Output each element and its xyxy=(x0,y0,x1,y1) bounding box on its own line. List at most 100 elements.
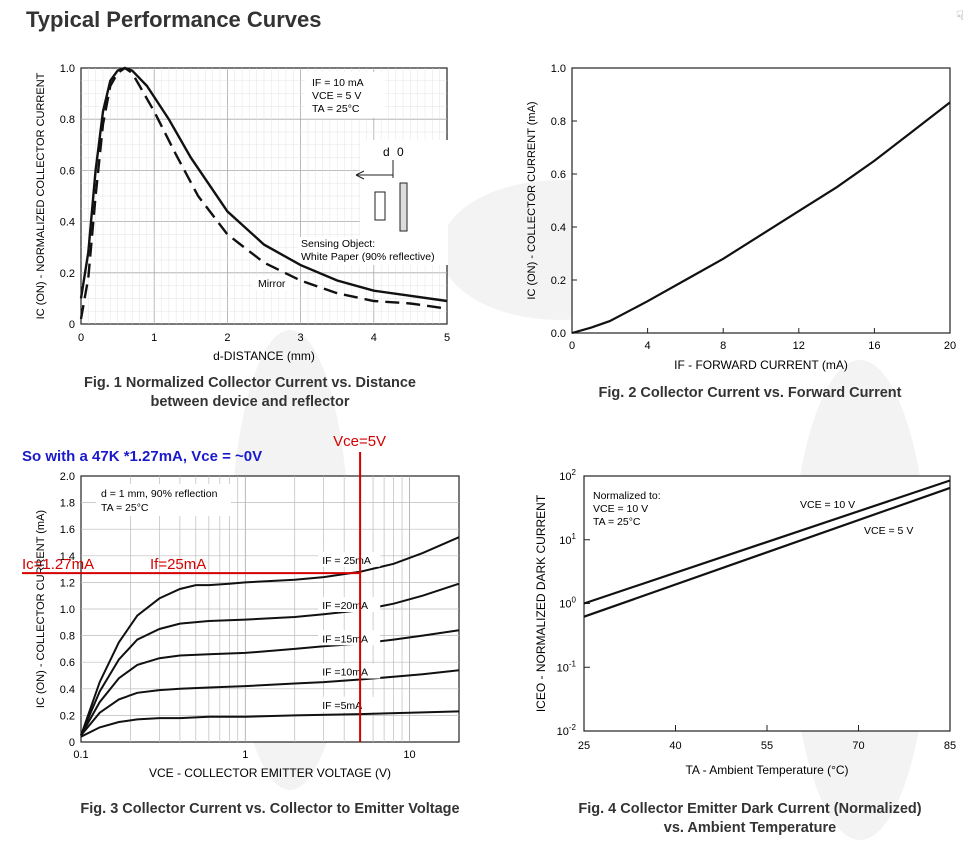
fig3-ytick-label: 1.0 xyxy=(60,604,75,616)
fig1-condition: VCE = 5 V xyxy=(312,90,361,102)
fig1-mirror-box xyxy=(253,276,291,290)
fig4-series-line xyxy=(583,486,951,618)
fig1-inset-sensor xyxy=(374,191,386,221)
figure-4: 10-2 10-1 100 101 102 25 40 55 70 85 TA - Ambient … xyxy=(534,468,956,777)
fig1-ytick-label: 0.6 xyxy=(60,165,75,177)
fig4-ytick-label: 101 xyxy=(559,532,576,547)
fig1-ytick-label: 0.8 xyxy=(60,114,75,126)
fig3-ylabel: IC (ON) - COLLECTOR CURRENT (mA) xyxy=(35,510,47,708)
fig3-note: So with a 47K *1.27mA, Vce = ~0V xyxy=(22,448,263,465)
fig1-xlabel: d-DISTANCE (mm) xyxy=(213,349,315,363)
fig3-series-label-box xyxy=(318,551,381,567)
fig2-caption-line1: Fig. 2 Collector Current vs. Forward Cur… xyxy=(598,385,902,401)
figure-3: 0.1 1 10 0 0.2 0.4 0.6 0.8 1.0 1.2 1.4 1.6 1.8 2.0 VCE… xyxy=(22,433,460,780)
fig2-ytick-label: 1.0 xyxy=(551,63,566,75)
fig1-ytick-label: 1.0 xyxy=(60,63,75,75)
fig1-ytick-label: 0.4 xyxy=(60,217,75,229)
fig4-xtick-label: 55 xyxy=(761,740,773,752)
fig4-series-line xyxy=(583,479,951,605)
fig3-ytick-label: 1.8 xyxy=(60,498,75,510)
fig4-xtick-label: 70 xyxy=(852,740,864,752)
fig4-ytick-label: 10-1 xyxy=(557,659,577,674)
fig4-condition: TA = 25°C xyxy=(593,516,641,528)
fig3-series-label-box xyxy=(318,663,381,679)
fig4-xtick-label: 40 xyxy=(669,740,681,752)
fig3-ytick-label: 0.6 xyxy=(60,657,75,669)
fig3-series-line xyxy=(80,669,460,737)
fig4-ytick-label: 102 xyxy=(559,468,576,483)
fig3-xlabel: VCE - COLLECTOR EMITTER VOLTAGE (V) xyxy=(149,766,391,780)
fig2-xtick-label: 4 xyxy=(645,340,651,352)
fig3-series-label: IF =5mA xyxy=(322,700,362,712)
hand-cursor-icon: ☟ xyxy=(956,8,964,23)
fig3-vce-label: Vce=5V xyxy=(333,433,386,450)
fig2-ytick-label: 0.6 xyxy=(551,169,566,181)
fig1-xtick-label: 4 xyxy=(371,332,377,344)
fig4-plot-area xyxy=(583,475,951,732)
fig3-series-label: IF =15mA xyxy=(322,633,368,645)
figure-1: 0 1 2 3 4 5 0 0.2 0.4 0.6 0.8 1.0 d-DISTANCE (mm) IC … xyxy=(35,63,450,363)
fig1-xtick-label: 3 xyxy=(298,332,304,344)
fig2-xtick-label: 16 xyxy=(868,340,880,352)
fig3-ytick-label: 0.8 xyxy=(60,631,75,643)
fig3-xtick-label: 1 xyxy=(242,749,248,761)
fig1-inset-d-label: d xyxy=(383,145,390,159)
fig4-ytick-label: 100 xyxy=(559,596,576,611)
fig1-annotation-sensing: Sensing Object: xyxy=(301,238,375,250)
fig3-ytick-label: 0 xyxy=(69,737,75,749)
fig2-ytick-label: 0.0 xyxy=(551,328,566,340)
fig3-ytick-label: 1.4 xyxy=(60,551,75,563)
fig4-condition: Normalized to: xyxy=(593,490,661,502)
fig3-series-label: IF =20mA xyxy=(322,600,368,612)
fig2-xlabel: IF - FORWARD CURRENT (mA) xyxy=(674,358,848,372)
fig3-series-label-box xyxy=(318,597,381,612)
fig1-caption: Fig. 1 Normalized Collector Current vs. … xyxy=(40,374,460,412)
fig1-ytick-label: 0.2 xyxy=(60,268,75,280)
fig4-caption: Fig. 4 Collector Emitter Dark Current (N… xyxy=(540,800,960,838)
fig3-xtick-label: 10 xyxy=(403,749,415,761)
fig4-series-label: VCE = 10 V xyxy=(800,499,855,511)
fig4-xtick-label: 85 xyxy=(944,740,956,752)
fig1-annotation-paper: White Paper (90% reflective) xyxy=(301,251,435,263)
fig1-annotation-mirror: Mirror xyxy=(258,278,286,290)
fig1-conditions-box xyxy=(305,72,385,118)
fig3-xtick-label: 0.1 xyxy=(73,749,88,761)
fig2-xtick-label: 12 xyxy=(793,340,805,352)
fig3-condition: d = 1 mm, 90% reflection xyxy=(101,488,218,500)
page-title: Typical Performance Curves xyxy=(26,7,322,32)
fig2-plot-area xyxy=(571,67,951,334)
fig3-series-line xyxy=(80,582,460,736)
fig1-caption-line2: between device and reflector xyxy=(150,394,350,410)
fig4-ylabel: ICEO - NORMALIZED DARK CURRENT xyxy=(534,494,548,712)
fig3-series-line xyxy=(80,536,460,736)
fig1-xtick-label: 5 xyxy=(444,332,450,344)
fig2-xtick-label: 8 xyxy=(720,340,726,352)
fig1-inset-reflector xyxy=(399,182,408,232)
fig3-ytick-label: 1.2 xyxy=(60,577,75,589)
fig3-caption-line1: Fig. 3 Collector Current vs. Collector t… xyxy=(80,801,460,817)
fig1-caption-line1: Fig. 1 Normalized Collector Current vs. … xyxy=(84,375,416,391)
fig3-condition: TA = 25°C xyxy=(101,502,149,514)
fig3-series-label-box xyxy=(318,630,381,646)
fig1-ylabel: IC (ON) - NORMALIZED COLLECTOR CURRENT xyxy=(35,72,47,319)
fig2-xtick-label: 0 xyxy=(569,340,575,352)
fig1-ytick-label: 0 xyxy=(69,319,75,331)
fig3-series-label: IF = 25mA xyxy=(322,555,371,567)
fig1-xtick-label: 0 xyxy=(78,332,84,344)
fig2-caption: Fig. 2 Collector Current vs. Forward Cur… xyxy=(540,384,960,403)
fig3-ytick-label: 0.4 xyxy=(60,684,75,696)
fig2-ylabel: IC (ON) - COLLECTOR CURRENT (mA) xyxy=(526,101,538,299)
fig1-inset-0-label: 0 xyxy=(397,145,404,159)
fig4-ytick-label: 10-2 xyxy=(557,723,577,738)
fig2-ytick-label: 0.2 xyxy=(551,275,566,287)
fig2-ytick-label: 0.4 xyxy=(551,222,566,234)
fig3-series-line xyxy=(80,629,460,736)
fig4-condition: VCE = 10 V xyxy=(593,503,648,515)
fig1-xtick-label: 1 xyxy=(151,332,157,344)
fig4-caption-line2: vs. Ambient Temperature xyxy=(663,820,837,836)
fig3-ytick-label: 2.0 xyxy=(60,471,75,483)
fig4-caption-line1: Fig. 4 Collector Emitter Dark Current (N… xyxy=(578,801,922,817)
fig3-ytick-label: 1.6 xyxy=(60,524,75,536)
fig1-inset-arrowhead xyxy=(355,170,365,180)
